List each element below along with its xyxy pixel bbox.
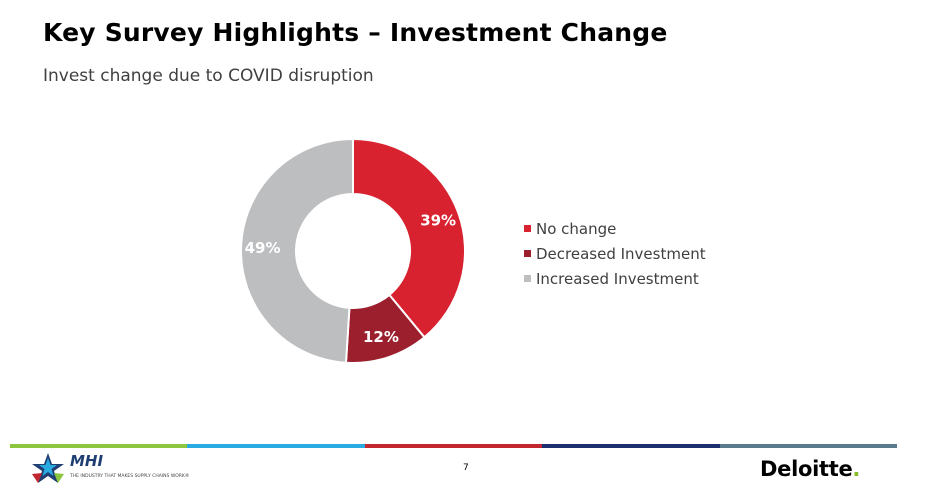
legend-swatch: [524, 250, 531, 257]
rule-segment: [364, 444, 543, 448]
deloitte-dot: .: [852, 457, 861, 481]
data-label-no-change: 39%: [420, 211, 456, 229]
page-subtitle: Invest change due to COVID disruption: [43, 66, 374, 86]
legend-label: Decreased Investment: [536, 244, 706, 263]
data-label-decreased-investment: 12%: [363, 328, 399, 346]
legend-label: No change: [536, 219, 617, 238]
mhi-logo: MHI THE INDUSTRY THAT MAKES SUPPLY CHAIN…: [30, 452, 230, 488]
deloitte-logo: Deloitte.: [760, 457, 860, 481]
chart-legend: No change Decreased Investment Increased I…: [524, 216, 706, 291]
rule-segment: [542, 444, 720, 448]
star-logo-icon: [32, 453, 64, 483]
page-number: 7: [463, 463, 469, 473]
mhi-tagline: THE INDUSTRY THAT MAKES SUPPLY CHAINS WO…: [70, 474, 190, 479]
rule-segment: [10, 444, 188, 448]
mhi-wordmark: MHI: [70, 452, 104, 470]
legend-item: Increased Investment: [524, 266, 706, 291]
legend-label: Increased Investment: [536, 269, 699, 288]
legend-swatch: [524, 275, 531, 282]
legend-swatch: [524, 225, 531, 232]
page-title: Key Survey Highlights – Investment Chang…: [43, 18, 668, 47]
donut-labels: 39% 12% 49%: [245, 211, 457, 346]
rule-segment: [187, 444, 365, 448]
footer-color-rule: [10, 444, 898, 448]
deloitte-wordmark: Deloitte: [760, 457, 853, 481]
legend-item: No change: [524, 216, 706, 241]
donut-slice-increased-investment: [240, 137, 354, 364]
data-label-increased-investment: 49%: [245, 239, 281, 257]
legend-item: Decreased Investment: [524, 241, 706, 266]
rule-segment: [719, 444, 898, 448]
donut-slices: [240, 137, 466, 364]
donut-slice-no-change: [352, 137, 466, 339]
